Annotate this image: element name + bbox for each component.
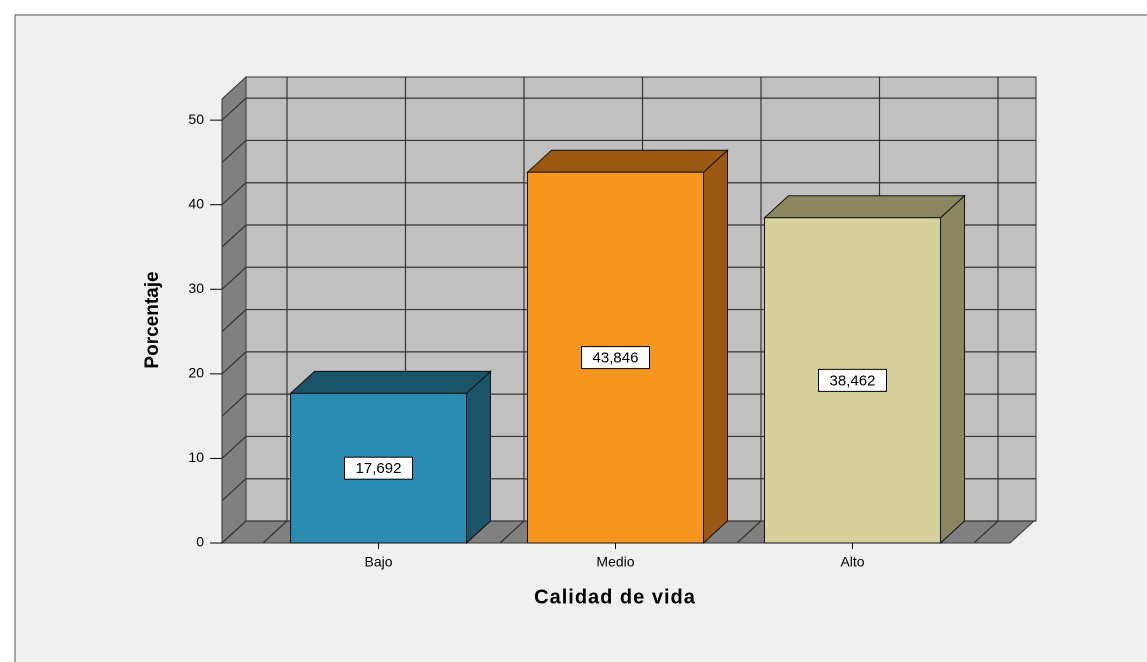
grid-line-side (221, 182, 247, 206)
x-axis-title: Calidad de vida (534, 586, 696, 608)
floor-line (973, 520, 999, 544)
minor-grid-line-side (221, 224, 247, 248)
floor-line (499, 520, 525, 544)
x-tick-label: Bajo (364, 554, 392, 570)
floor-line (736, 520, 762, 544)
minor-grid-line-side (221, 478, 247, 502)
x-tick-label: Alto (840, 554, 864, 570)
grid-line-side (221, 351, 247, 375)
grid-line-side (221, 266, 247, 290)
value-label: 17,692 (356, 460, 402, 477)
left-wall (221, 75, 247, 545)
minor-grid-line-side (221, 393, 247, 417)
bar-side (940, 194, 965, 545)
y-tick-label: 40 (188, 195, 204, 211)
y-axis-title: Porcentaje (142, 271, 163, 368)
bar-top (763, 195, 966, 219)
bar-side (466, 370, 491, 545)
y-tick-label: 0 (196, 534, 204, 550)
y-tick-label: 30 (188, 280, 204, 296)
grid-line-side (221, 435, 247, 459)
grid-line-side (221, 520, 247, 544)
y-tick-label: 20 (188, 365, 204, 381)
plot-area: 0 10 20 30 40 50 Bajo 17,692 Medio 43,846 Alto 38,4… (188, 75, 1037, 570)
minor-grid-line-side (221, 139, 247, 163)
floor-line (262, 520, 288, 544)
value-label-box (581, 346, 650, 370)
grid-line-side (221, 97, 247, 121)
value-label-box (344, 456, 413, 480)
x-tick-label: Medio (596, 554, 634, 570)
y-tick-label: 50 (188, 111, 204, 127)
minor-grid-line-side (221, 309, 247, 333)
bar-side (703, 149, 728, 545)
value-label-box (818, 368, 887, 392)
bar-top (289, 370, 492, 394)
value-label: 38,462 (830, 372, 876, 389)
bar-top (526, 149, 729, 173)
y-tick-label: 10 (188, 449, 204, 465)
value-label: 43,846 (593, 350, 639, 367)
